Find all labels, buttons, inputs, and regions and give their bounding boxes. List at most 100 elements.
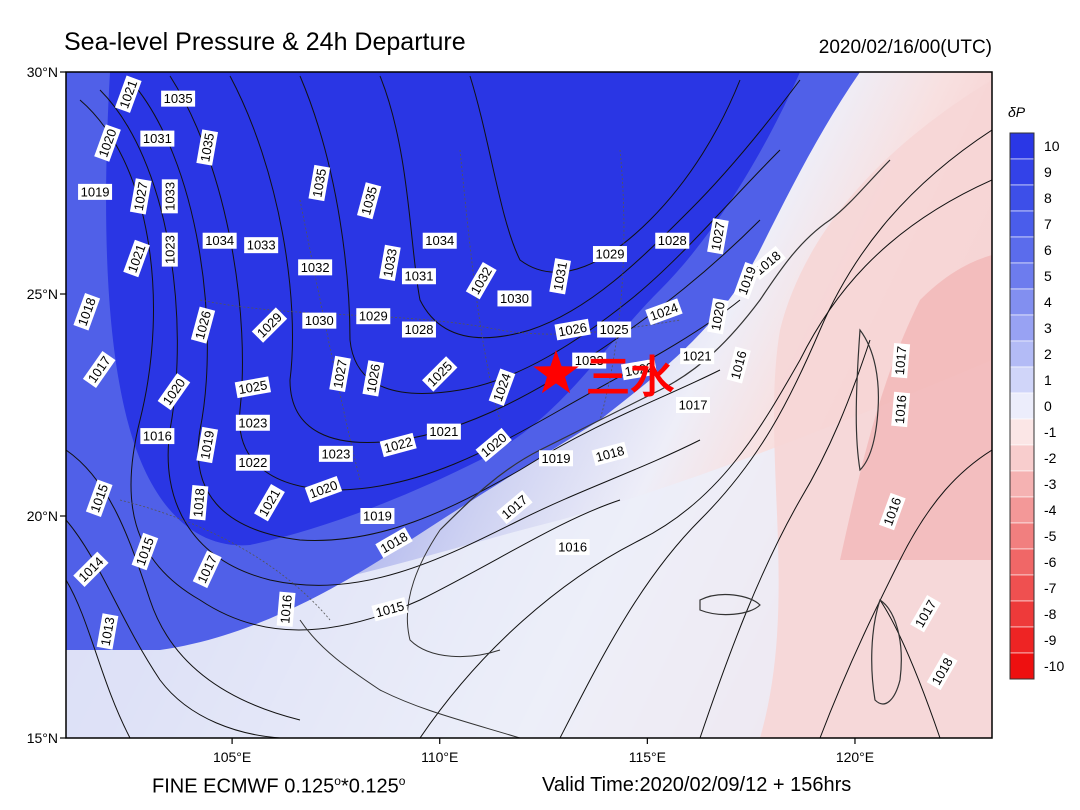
isobar-label-box [85,479,113,517]
isobar-label-box [251,307,288,343]
isobar-label-text: 1033 [380,247,400,278]
isobar-label-text: 1028 [658,233,687,248]
colorbar-label: -2 [1044,450,1057,466]
isobar-label: 1025 [234,376,271,399]
degree-mark-1: o [334,774,341,788]
isobar-label: 1035 [196,129,219,166]
isobar-label: 1026 [362,360,385,397]
isobar-label: 1022 [379,432,417,458]
colorbar-cell [1009,652,1035,680]
isobar-label-box [189,485,209,521]
valid-time: Valid Time:2020/02/09/12 + 156hrs [542,774,852,796]
isobar-label-box [235,454,270,471]
isobar-label-box [73,293,101,331]
isobar-label-box [235,414,270,431]
isobar-label-box [465,261,497,300]
isobar-label-box [426,423,461,440]
isobar-label-text: 1033 [247,238,276,253]
isobar-label-box [488,368,516,406]
isobar-label-text: 1034 [425,233,454,248]
isobar-label: 1016 [891,391,911,428]
isobar-label: 1034 [202,232,237,249]
isobar-label-box [161,90,196,107]
colorbar-cell [1009,548,1035,576]
isobar-label: 1025 [597,321,632,338]
isobar-label-text: 1016 [892,394,909,424]
isobar-label: 1018 [189,485,209,521]
isobar-label-text: 1025 [600,322,629,337]
isobar-label: 1021 [426,423,461,440]
isobar-label-box [298,259,333,276]
isobar-label-box [140,130,175,147]
isobar-label-text: 1013 [98,616,118,647]
isobar-label-box [401,321,436,338]
colorbar-cell [1009,522,1035,550]
isobar-label: 1033 [161,179,178,214]
isobar-label: 1016 [555,539,590,556]
isobar-label-box [78,183,113,200]
isobar-label: 1019 [196,426,219,464]
colorbar-label: 5 [1044,268,1052,284]
isobar-label-box [554,318,591,341]
isobar-label: 1016 [726,346,751,384]
isobar-label: 1023 [318,445,353,462]
model-resolution: FINE ECMWF 0.125o*0.125o [152,774,405,799]
isobar-label-box [304,476,343,503]
colorbar-cell [1009,158,1035,186]
colorbar-cell [1009,366,1035,394]
isobar-label-box [555,539,590,556]
isobar-label: 1016 [140,428,175,445]
isobar-label: 1027 [707,218,729,255]
colorbar-cell [1009,574,1035,602]
isobar-label: 1018 [591,441,629,466]
isobar-label: 1032 [298,259,333,276]
isobar-label-text: 1022 [382,434,414,456]
isobar-label-text: 1019 [363,509,392,524]
isobar-label: 1019 [78,183,113,200]
isobar-label-box [879,492,906,531]
isobar-label-box [422,232,457,249]
colorbar-label: -5 [1044,528,1057,544]
isobar-label: 1020 [707,298,729,335]
isobar-label-box [114,75,142,113]
isobar-label-box [356,308,391,325]
isobar-label: 1013 [96,613,119,650]
colorbar-label: 0 [1044,398,1052,414]
isobar-label-box [549,258,571,295]
isobar-label-box [123,239,150,278]
isobar-label-text: 1023 [238,415,267,430]
isobar-label-text: 1027 [131,181,151,212]
taiwan-departure-core [840,255,992,560]
isobar-label-box [475,427,512,463]
isobar-label: 1031 [140,130,175,147]
map-title: Sea-level Pressure & 24h Departure [64,28,466,56]
analysis-datetime: 2020/02/16/00(UTC) [818,37,992,58]
isobar-label: 1019 [360,508,395,524]
isobar-label-text: 1020 [708,301,728,332]
isobar-label: 1023 [235,414,270,431]
isobar-label: 1030 [497,290,532,307]
isobar-label: 1027 [129,178,152,215]
isobar-label-box [926,652,958,691]
isobar-label-text: 1016 [277,594,294,624]
isobar-label-box [82,350,116,388]
colorbar-label: -4 [1044,502,1057,518]
isobar-label: 1029 [356,308,391,325]
isobar-label-text: 1017 [892,346,909,376]
colorbar-cell [1009,262,1035,290]
colorbar-cell [1009,236,1035,264]
isobar-label-box [362,360,385,397]
isobar-label-box [645,298,683,326]
isobar-label-text: 1035 [164,91,193,106]
isobar-label-text: 1021 [429,424,458,439]
isobar-label: 1023 [572,352,607,369]
isobar-label-box [620,358,658,381]
isobar-label-box [302,312,337,329]
isobar-label-box [910,594,941,633]
colorbar-label: 2 [1044,346,1052,362]
isobar-label-box [422,356,458,392]
isobar-label: 1027 [329,355,351,393]
isobar-label: 1028 [655,232,690,249]
isobar-label-text: 1025 [237,377,268,397]
isobar-label-box [707,218,729,255]
